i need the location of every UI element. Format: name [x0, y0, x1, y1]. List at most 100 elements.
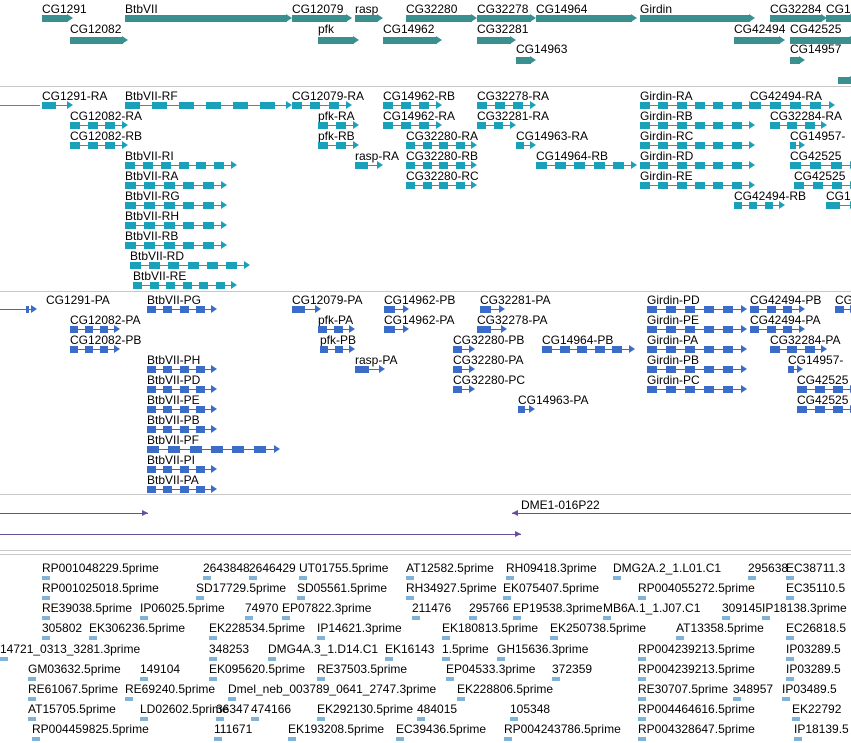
protein-feature-exon[interactable] [180, 306, 189, 313]
protein-feature-exon[interactable] [770, 346, 780, 353]
protein-feature-exon[interactable] [453, 366, 462, 373]
protein-feature-exon[interactable] [685, 326, 695, 333]
transcript-feature-exon[interactable] [439, 182, 448, 189]
protein-feature-exon[interactable] [147, 366, 156, 373]
est-feature[interactable] [782, 697, 790, 701]
transcript-label[interactable]: BtbVII-RF [125, 89, 178, 103]
est-feature[interactable] [209, 657, 217, 661]
protein-label[interactable]: rasp-PA [355, 353, 398, 367]
protein-label[interactable]: Girdin-PB [647, 353, 700, 367]
transcript-feature-exon[interactable] [226, 262, 237, 269]
transcript-feature-exon[interactable] [144, 242, 155, 249]
transcript-feature-exon[interactable] [125, 242, 136, 249]
est-label[interactable]: RE37503.5prime [317, 662, 408, 676]
protein-label[interactable]: Girdin-PD [647, 293, 700, 307]
clone-feature[interactable] [0, 513, 148, 514]
est-label[interactable]: EK193208.5prime [288, 722, 385, 736]
est-feature[interactable] [638, 737, 646, 741]
est-feature[interactable] [245, 616, 253, 620]
est-label[interactable]: MB6A.1_1.J07.C1 [603, 601, 701, 615]
est-label[interactable]: 105348 [510, 702, 551, 716]
protein-label[interactable]: CG42525 [797, 393, 849, 407]
protein-label[interactable]: CG32278-PA [477, 313, 548, 327]
transcript-feature-exon[interactable] [794, 182, 804, 189]
transcript-feature-exon[interactable] [732, 142, 742, 149]
transcript-feature-exon[interactable] [423, 182, 432, 189]
transcript-feature-exon[interactable] [150, 282, 159, 289]
protein-feature-exon[interactable] [453, 386, 462, 393]
est-label[interactable]: DMG4A.3_1.D14.C1 [268, 642, 379, 656]
est-feature[interactable] [406, 576, 414, 580]
est-feature[interactable] [42, 576, 50, 580]
protein-feature-exon[interactable] [647, 326, 657, 333]
protein-feature-exon[interactable] [835, 306, 844, 313]
est-label[interactable]: DMG2A.2_1.L01.C1 [613, 561, 722, 575]
transcript-feature-exon[interactable] [207, 262, 218, 269]
transcript-feature-exon[interactable] [423, 142, 432, 149]
est-label[interactable]: 348957 [733, 682, 774, 696]
transcript-feature-exon[interactable] [594, 162, 605, 169]
est-label[interactable]: RE69240.5prime [125, 682, 216, 696]
protein-feature-exon[interactable] [647, 366, 657, 373]
est-feature[interactable] [786, 677, 794, 681]
est-feature[interactable] [786, 576, 794, 580]
transcript-label[interactable]: CG14962-RA [383, 109, 456, 123]
protein-label[interactable]: CG14957- [788, 353, 844, 367]
est-feature[interactable] [792, 717, 800, 721]
protein-label[interactable]: CG42494-PA [750, 313, 821, 327]
transcript-feature-exon[interactable] [423, 162, 432, 169]
gene-label[interactable]: CG32278 [477, 2, 529, 16]
est-feature[interactable] [317, 636, 325, 640]
transcript-feature-exon[interactable] [640, 162, 650, 169]
transcript-feature-exon[interactable] [787, 122, 797, 129]
transcript-label[interactable]: BtbVII-RA [125, 169, 179, 183]
transcript-label[interactable]: CG12082-RB [70, 129, 143, 143]
est-feature[interactable] [288, 737, 296, 741]
transcript-feature-exon[interactable] [401, 102, 411, 109]
transcript-feature-exon[interactable] [401, 122, 411, 129]
transcript-label[interactable]: Girdin-RE [640, 169, 693, 183]
transcript-label[interactable]: CG32280-RA [406, 129, 479, 143]
transcript-feature-exon[interactable] [677, 142, 687, 149]
protein-label[interactable]: BtbVII-PH [147, 353, 201, 367]
transcript-label[interactable]: CG14964-RB [536, 149, 609, 163]
est-label[interactable]: EC38711.3 [786, 561, 846, 575]
transcript-feature-exon[interactable] [318, 142, 328, 149]
protein-feature-exon[interactable] [147, 466, 156, 473]
transcript-label[interactable]: pfk-RA [318, 109, 355, 123]
est-label[interactable]: LD02602.5prime [140, 702, 229, 716]
protein-label[interactable]: pfk-PB [320, 333, 357, 347]
gene-feature[interactable] [770, 15, 822, 22]
protein-feature-exon[interactable] [750, 326, 759, 333]
protein-feature-exon[interactable] [196, 466, 205, 473]
est-feature[interactable] [249, 576, 257, 580]
transcript-feature-exon[interactable] [149, 262, 160, 269]
protein-feature-exon[interactable] [147, 386, 156, 393]
est-feature[interactable] [469, 616, 477, 620]
transcript-feature-exon[interactable] [516, 142, 524, 149]
clone-feature[interactable] [0, 534, 521, 535]
gene-feature[interactable] [355, 15, 378, 22]
transcript-label[interactable]: CG12082-RA [70, 109, 143, 123]
transcript-feature-exon[interactable] [144, 222, 155, 229]
protein-feature-exon[interactable] [647, 346, 657, 353]
transcript-feature-exon[interactable] [658, 182, 668, 189]
est-label[interactable]: RE39038.5prime [42, 601, 133, 615]
protein-feature-exon[interactable] [723, 306, 733, 313]
protein-label[interactable]: BtbVII-PF [147, 433, 200, 447]
est-label[interactable]: RP004055272.5prime [638, 581, 755, 595]
transcript-feature-exon[interactable] [734, 202, 742, 209]
transcript-feature-exon[interactable] [336, 122, 346, 129]
transcript-feature-exon[interactable] [713, 142, 723, 149]
protein-feature-exon[interactable] [196, 486, 205, 493]
protein-label[interactable]: CG32284-PA [770, 333, 841, 347]
protein-feature-exon[interactable] [70, 346, 78, 353]
gene-feature[interactable] [406, 15, 472, 22]
est-feature[interactable] [794, 737, 802, 741]
transcript-feature-exon[interactable] [658, 162, 668, 169]
est-feature[interactable] [299, 576, 307, 580]
est-feature[interactable] [317, 677, 325, 681]
transcript-feature-exon[interactable] [658, 142, 668, 149]
transcript-feature-exon[interactable] [713, 162, 723, 169]
est-feature[interactable] [28, 677, 36, 681]
